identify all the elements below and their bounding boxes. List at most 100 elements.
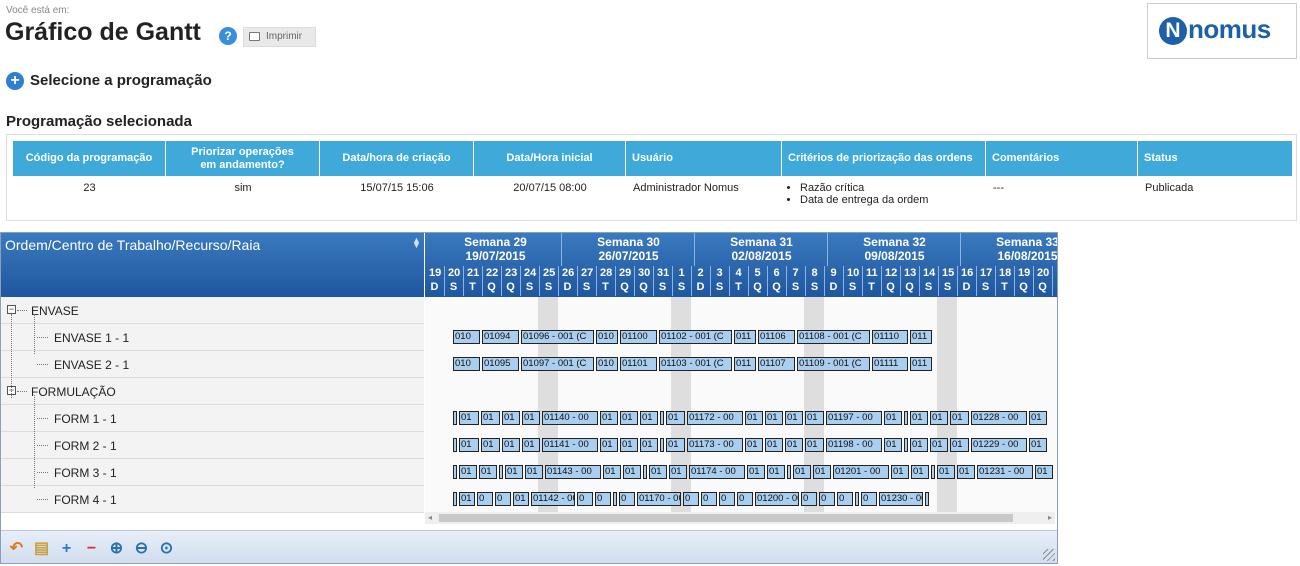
task-bar[interactable]: 01 [481,438,500,452]
plus-circle-icon[interactable]: + [6,72,24,90]
select-programming-link[interactable]: Selecione a programação [30,72,212,89]
task-bar[interactable] [660,438,664,452]
task-bar[interactable]: 0 [837,492,853,506]
task-bar[interactable]: 01 [459,411,479,425]
zoom-out-icon[interactable]: ⊖ [134,540,149,557]
task-bar[interactable]: 01 [891,465,909,479]
task-bar[interactable]: 01172 - 00 [687,411,743,425]
task-bar[interactable]: 01 [765,438,783,452]
task-bar[interactable] [660,411,664,425]
task-bar[interactable]: 01 [479,465,497,479]
task-bar[interactable]: 01 [522,438,540,452]
task-bar[interactable]: 01102 - 001 (C [659,330,732,344]
task-bar[interactable]: 011 [734,330,756,344]
task-bar[interactable]: 01 [747,465,765,479]
task-bar[interactable]: 01 [666,411,685,425]
task-bar[interactable]: 01 [937,465,955,479]
task-bar[interactable]: 01 [502,438,520,452]
task-bar[interactable] [499,465,503,479]
task-bar[interactable]: 01 [1029,411,1047,425]
task-bar[interactable]: 01230 - 00 [879,492,923,506]
task-bar[interactable]: 011 [910,357,932,371]
task-bar[interactable]: 01103 - 001 (C [659,357,732,371]
scrollbar-thumb[interactable] [439,514,1013,522]
task-bar[interactable]: 0 [819,492,835,506]
task-bar[interactable]: 01 [930,438,948,452]
task-bar[interactable]: 01197 - 00 [826,411,882,425]
task-bar[interactable]: 01 [459,465,477,479]
task-bar[interactable]: 01 [525,465,543,479]
task-bar[interactable]: 01 [459,492,475,506]
task-bar[interactable]: 01 [640,411,658,425]
help-icon[interactable]: ? [219,27,237,45]
task-bar[interactable]: 01 [620,438,638,452]
task-bar[interactable]: 0 [595,492,611,506]
task-bar[interactable]: 01 [950,438,969,452]
task-bar[interactable]: 01109 - 001 (C [797,357,870,371]
task-bar[interactable]: 01100 [620,330,657,344]
task-bar[interactable]: 01 [649,465,667,479]
task-bar[interactable]: 01141 - 00 [542,438,598,452]
tree-resource-row[interactable]: FORM 3 - 1 [1,459,424,486]
task-bar[interactable]: 01 [745,411,763,425]
task-bar[interactable]: 01 [765,411,783,425]
task-bar[interactable]: 0 [861,492,877,506]
task-bar[interactable]: 01198 - 00 [826,438,882,452]
task-bar[interactable]: 01143 - 00 [545,465,601,479]
task-bar[interactable]: 01 [813,465,831,479]
task-bar[interactable]: 01 [785,438,803,452]
task-bar[interactable] [453,465,457,479]
task-bar[interactable]: 01108 - 001 (C [797,330,870,344]
task-bar[interactable]: 01173 - 00 [687,438,743,452]
task-bar[interactable] [453,411,457,425]
task-bar[interactable]: 01095 [482,357,519,371]
task-bar[interactable]: 01094 [482,330,519,344]
tree-resource-row[interactable]: FORM 4 - 1 [1,486,424,513]
task-bar[interactable]: 01231 - 00 [977,465,1033,479]
task-bar[interactable]: 01 [930,411,948,425]
task-bar[interactable]: 010 [596,330,618,344]
task-bar[interactable]: 01 [793,465,811,479]
task-bar[interactable]: 01096 - 001 (C [521,330,594,344]
task-bar[interactable] [855,492,859,506]
task-bar[interactable]: 01 [669,465,687,479]
scroll-right-icon[interactable]: ▸ [1047,513,1052,522]
task-bar[interactable]: 0 [577,492,593,506]
task-bar[interactable]: 01 [600,411,618,425]
task-bar[interactable]: 01170 - 00 [637,492,681,506]
undo-icon[interactable]: ↶ [9,540,24,557]
task-bar[interactable]: 01 [785,411,803,425]
task-bar[interactable]: 01101 [620,357,657,371]
task-bar[interactable]: 01 [623,465,641,479]
task-bar[interactable]: 01110 [872,330,908,344]
sort-icon[interactable]: ▲ ▼ [412,235,421,250]
task-bar[interactable]: 01 [600,438,618,452]
zoom-in-icon[interactable]: ⊕ [109,540,124,557]
task-bar[interactable]: 01201 - 00 [833,465,889,479]
task-bar[interactable]: 010 [453,330,480,344]
task-bar[interactable]: 01 [603,465,621,479]
task-bar[interactable]: 01 [505,465,523,479]
task-bar[interactable]: 01142 - 00 [531,492,575,506]
task-bar[interactable]: 01 [522,411,540,425]
task-bar[interactable]: 0 [683,492,699,506]
task-bar[interactable]: 011 [734,357,756,371]
task-bar[interactable]: 01111 [872,357,908,371]
task-bar[interactable]: 01 [640,438,658,452]
zoom-fit-icon[interactable]: ⊙ [159,540,174,557]
task-bar[interactable]: 0 [477,492,493,506]
task-bar[interactable]: 01 [502,411,520,425]
tree-column-header[interactable]: Ordem/Centro de Trabalho/Recurso/Raia ▲ ▼ [1,233,424,297]
print-button[interactable]: Imprimir [243,27,316,47]
task-bar[interactable]: 01106 [758,330,795,344]
task-bar[interactable]: 0 [737,492,753,506]
task-bar[interactable]: 01 [767,465,785,479]
task-bar[interactable]: 01 [910,438,928,452]
task-bar[interactable]: 01 [620,411,638,425]
task-bar[interactable]: 01 [745,438,763,452]
task-bar[interactable]: 01229 - 00 [971,438,1027,452]
tree-group-row[interactable]: − ENVASE [1,297,424,324]
task-bar[interactable]: 01 [481,411,500,425]
task-bar[interactable]: 0 [719,492,735,506]
task-bar[interactable]: 01140 - 00 [542,411,598,425]
